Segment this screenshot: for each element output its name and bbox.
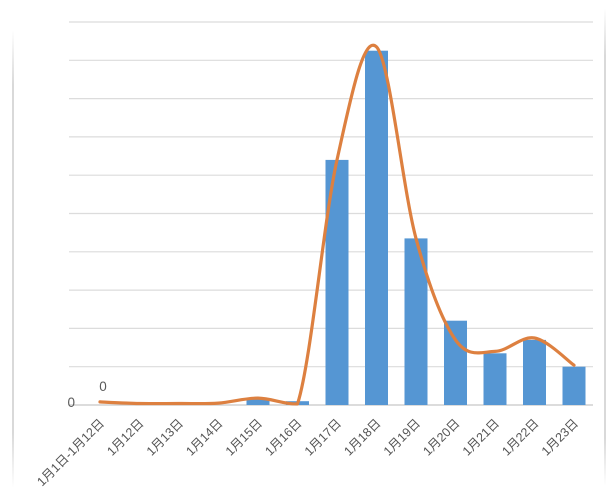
x-tick-label: 1月12日 xyxy=(104,416,146,458)
x-tick-label: 1月14日 xyxy=(183,416,225,458)
x-tick-label: 1月13日 xyxy=(144,416,186,458)
x-tick-label: 1月15日 xyxy=(223,416,265,458)
x-tick-label: 1月17日 xyxy=(302,416,344,458)
bar-series xyxy=(246,50,586,405)
x-axis-labels: 1月1日-1月12日1月12日1月13日1月14日1月15日1月16日1月17日… xyxy=(34,416,581,489)
x-tick-label: 1月18日 xyxy=(341,416,383,458)
bar-1月18日 xyxy=(365,50,388,405)
x-tick-label: 1月16日 xyxy=(262,416,304,458)
x-tick-label: 1月19日 xyxy=(381,416,423,458)
x-tick-label: 1月1日-1月12日 xyxy=(34,416,107,489)
x-tick-label: 1月23日 xyxy=(539,416,581,458)
bar-1月17日 xyxy=(325,159,349,405)
x-tick-label: 1月22日 xyxy=(499,416,541,458)
first-point-data-label: 0 xyxy=(99,379,107,394)
trend-line-path xyxy=(98,43,576,406)
bar-1月22日 xyxy=(523,339,546,405)
bar-1月15日 xyxy=(246,399,270,405)
bar-1月21日 xyxy=(483,353,507,405)
bar-1月23日 xyxy=(562,366,586,405)
x-tick-label: 1月21日 xyxy=(460,416,502,458)
y-axis-zero-label: 0 xyxy=(67,395,75,410)
bar-1月20日 xyxy=(444,320,467,405)
bar-1月19日 xyxy=(404,238,428,405)
x-tick-label: 1月20日 xyxy=(420,416,462,458)
